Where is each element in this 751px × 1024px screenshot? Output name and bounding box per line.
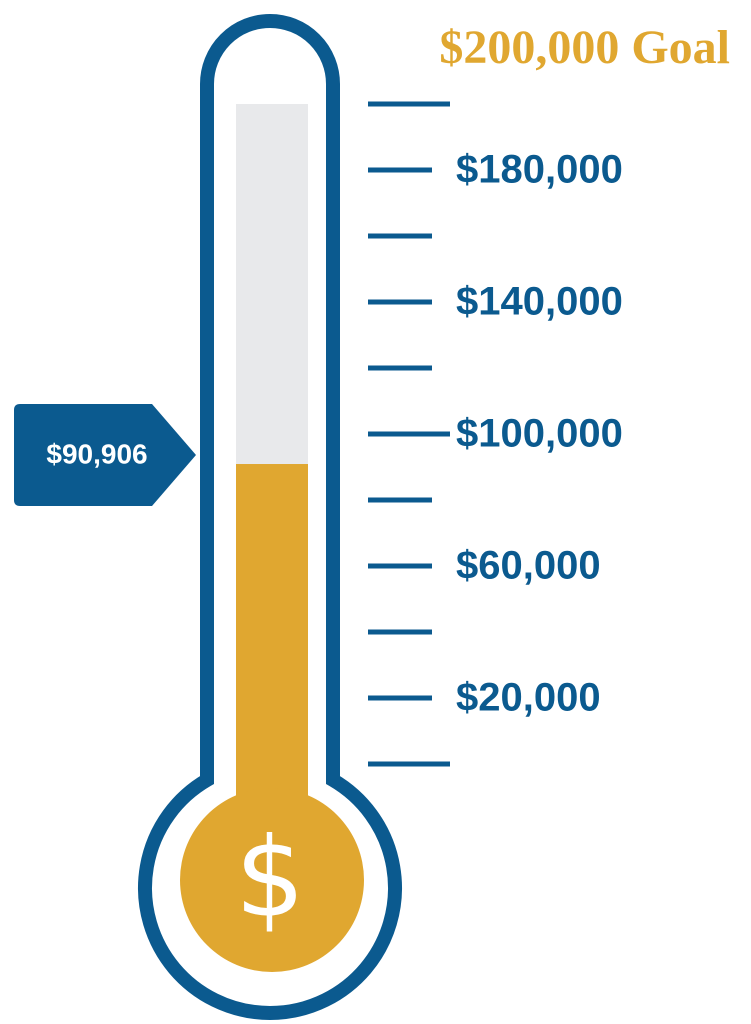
fill-bar bbox=[236, 464, 308, 820]
chart-title: $200,000 Goal bbox=[439, 21, 730, 74]
tick-label: $60,000 bbox=[456, 544, 601, 588]
tick-label: $140,000 bbox=[456, 280, 623, 324]
bulb bbox=[180, 788, 364, 972]
value-label: $90,906 bbox=[46, 438, 147, 469]
tick-label: $100,000 bbox=[456, 412, 623, 456]
fill-layer bbox=[236, 464, 308, 820]
tick-label: $180,000 bbox=[456, 148, 623, 192]
tick-label: $20,000 bbox=[456, 676, 601, 720]
bulb-symbol: $ bbox=[235, 813, 305, 941]
value-flag bbox=[14, 404, 196, 506]
